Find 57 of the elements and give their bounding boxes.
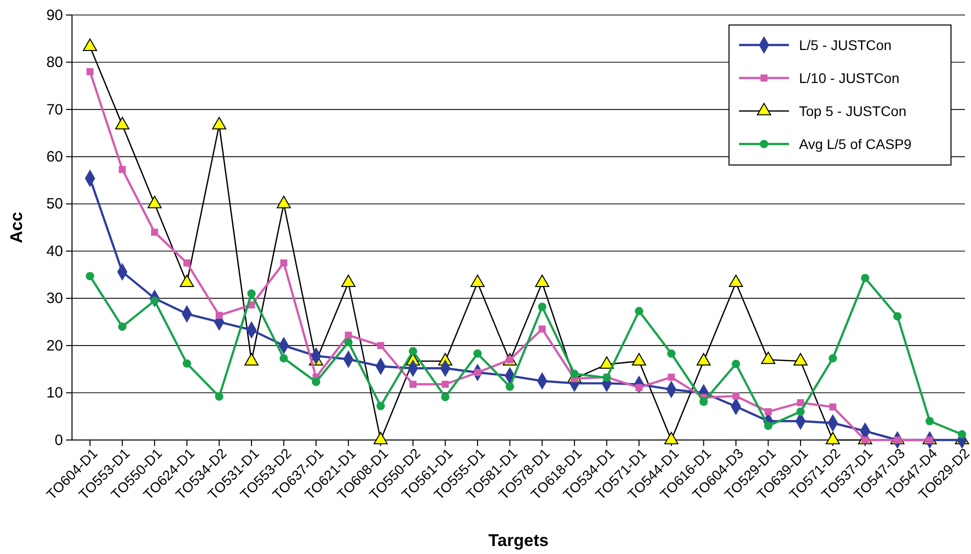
point [699, 398, 708, 406]
point [215, 392, 224, 401]
point [668, 374, 675, 381]
legend-label: Top 5 - JUSTCon [799, 103, 906, 119]
point [506, 382, 514, 391]
y-tick-label: 60 [46, 148, 63, 166]
y-axis-title: Acc [7, 212, 26, 244]
point [86, 68, 94, 76]
point [344, 332, 352, 339]
y-tick-label: 70 [46, 101, 63, 118]
y-tick-label: 50 [46, 196, 63, 213]
point [441, 392, 450, 402]
point [247, 289, 256, 298]
legend-label: L/10 - JUSTCon [799, 70, 900, 86]
point [732, 392, 740, 400]
point [118, 166, 126, 173]
point [570, 370, 579, 378]
point [377, 342, 384, 350]
y-tick-label: 40 [46, 242, 63, 260]
point [634, 306, 644, 316]
y-tick-label: 80 [46, 54, 63, 72]
point [182, 359, 192, 368]
point [958, 430, 966, 439]
y-tick-label: 0 [54, 432, 63, 449]
x-axis-title: Targets [488, 531, 549, 550]
point [344, 338, 353, 346]
y-tick-label: 30 [46, 290, 63, 308]
point [280, 354, 288, 362]
point [860, 274, 870, 282]
point [473, 349, 482, 358]
y-tick-label: 10 [46, 384, 63, 402]
point [926, 416, 934, 426]
point [764, 408, 772, 416]
point [280, 259, 288, 266]
legend-label: L/5 - JUSTCon [799, 37, 892, 53]
point [86, 272, 94, 280]
point [796, 407, 805, 416]
point [216, 312, 223, 319]
point [828, 354, 837, 362]
point [118, 322, 126, 331]
y-tick-label: 20 [46, 337, 63, 354]
point [442, 380, 449, 388]
point [667, 349, 676, 358]
point [538, 302, 546, 312]
point [312, 378, 320, 386]
point [538, 325, 546, 333]
point [183, 259, 190, 266]
point [732, 360, 740, 368]
y-tick-label: 90 [46, 6, 63, 24]
legend-label: Avg L/5 of CASP9 [799, 136, 912, 152]
point [893, 312, 902, 320]
point [376, 402, 385, 410]
point [796, 399, 804, 406]
point [829, 403, 836, 410]
point [409, 380, 416, 388]
point [408, 347, 418, 356]
point [151, 228, 158, 236]
